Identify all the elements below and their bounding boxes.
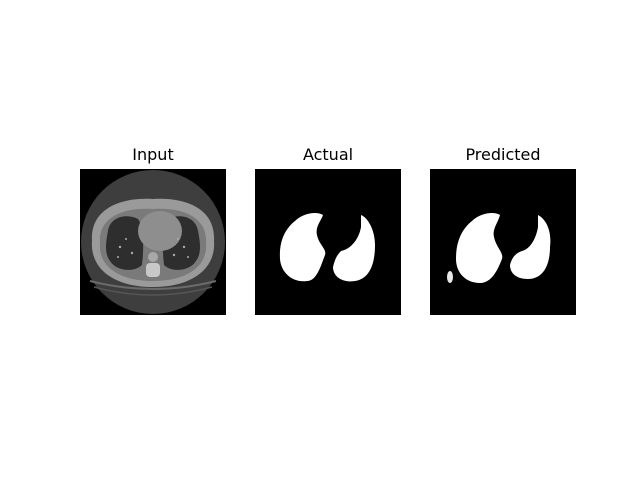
predicted-mask-image — [430, 169, 576, 315]
ct-scan-image — [80, 169, 226, 315]
actual-title: Actual — [302, 145, 354, 164]
input-title: Input — [132, 145, 174, 164]
actual-mask-image — [255, 169, 401, 315]
input-image — [80, 169, 226, 315]
ground-truth-mask — [255, 169, 401, 315]
predicted-mask — [430, 169, 576, 315]
predicted-title: Predicted — [465, 145, 541, 164]
